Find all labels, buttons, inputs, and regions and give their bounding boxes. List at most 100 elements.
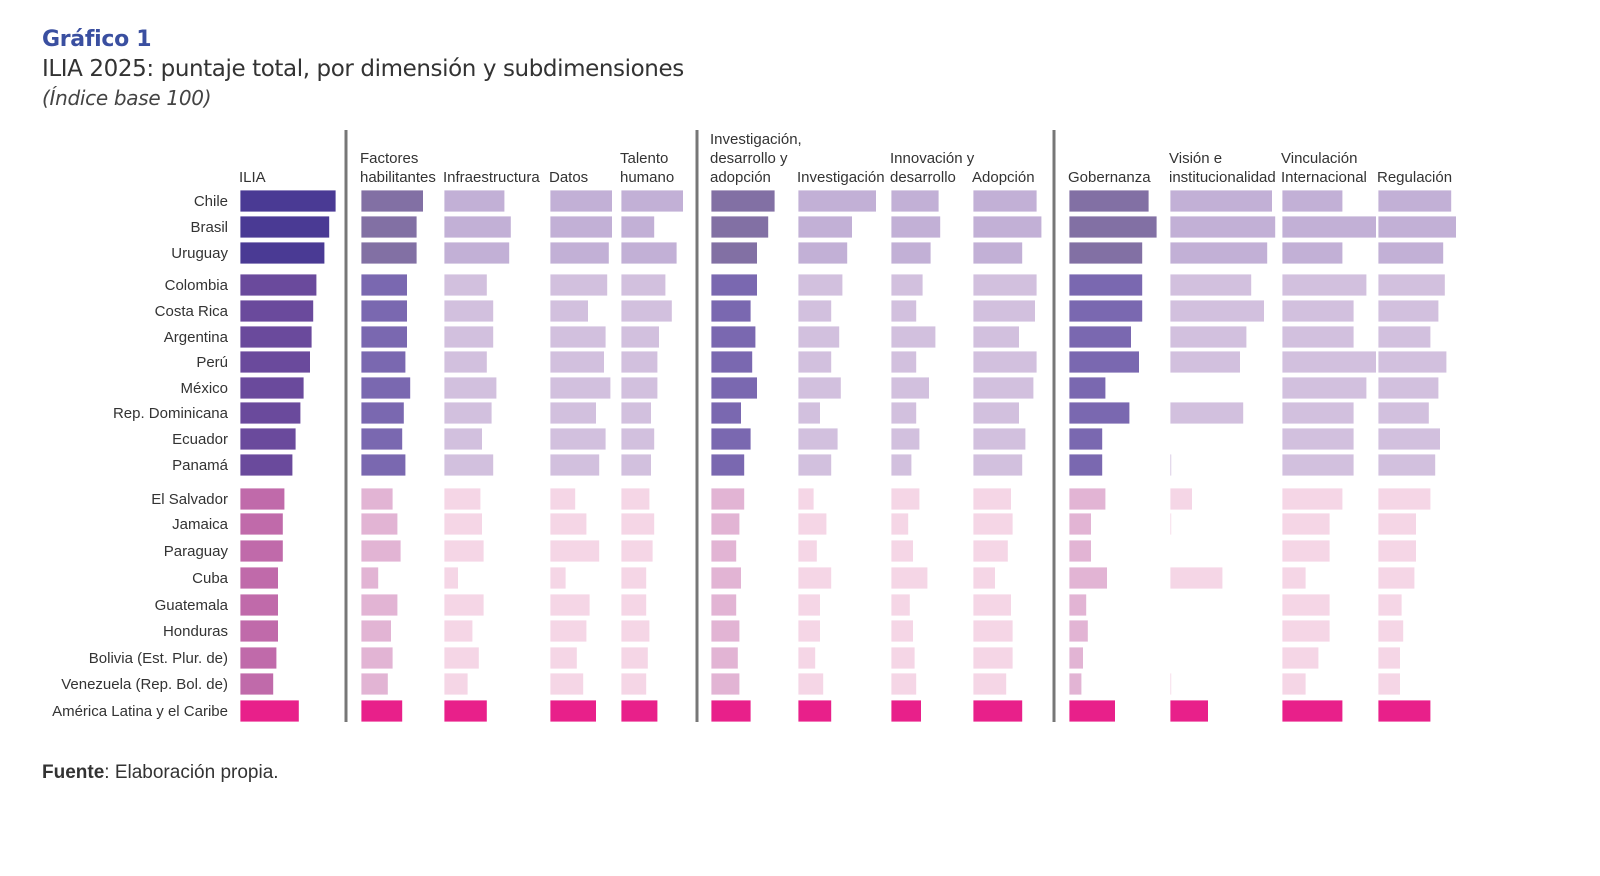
bar [1281,512,1331,536]
bar [797,401,821,425]
bar [1068,427,1103,451]
bar [443,487,482,511]
bar [360,401,405,425]
bar [1068,539,1092,563]
bar [239,241,326,265]
bar [360,593,399,617]
bar [443,189,506,213]
bar [1169,699,1209,723]
bar [1281,215,1377,239]
bar [710,325,757,349]
bar [549,699,597,723]
bar [1281,189,1344,213]
bar [1281,646,1320,670]
bar [1068,487,1107,511]
bar [443,539,485,563]
bar [890,487,921,511]
bar [239,619,279,643]
bar [443,376,498,400]
bar [1068,325,1132,349]
bar [710,189,776,213]
bar [1377,487,1432,511]
bar [890,646,916,670]
source-label: Fuente [42,762,105,783]
bar [239,427,297,451]
bar [549,299,589,323]
bar [710,487,745,511]
bar [1377,672,1401,696]
column-label: Investigación, [710,131,802,148]
bar [1169,512,1173,536]
country-label: Cuba [192,570,229,587]
bar [797,593,821,617]
column-label: institucionalidad [1169,169,1276,186]
column-label: adopción [710,169,771,186]
bar [443,566,459,590]
bar [1068,215,1158,239]
bar [972,539,1009,563]
bar [972,453,1023,477]
bar [710,401,742,425]
bar [1281,427,1355,451]
column-label: Internacional [1281,169,1367,186]
bar [972,427,1027,451]
country-label: México [180,380,228,397]
column-label: Gobernanza [1068,169,1151,186]
country-label: Perú [196,354,228,371]
bar [710,299,752,323]
bar [797,512,828,536]
bar [360,566,380,590]
bar [360,672,389,696]
bar [360,699,403,723]
column-label: Adopción [972,169,1035,186]
bar [239,487,286,511]
bar [890,512,910,536]
bar [443,273,488,297]
bar [549,189,613,213]
bar [360,241,418,265]
bar [1281,487,1344,511]
bar [620,566,648,590]
bar [710,512,741,536]
bar [443,619,474,643]
bar [1169,672,1173,696]
country-label: Argentina [164,329,229,346]
bar [710,566,742,590]
bar [443,401,493,425]
bar [890,401,918,425]
bar [1068,189,1150,213]
bar [549,241,610,265]
bar [797,427,839,451]
bar [239,215,330,239]
bar [549,566,567,590]
bar [1377,512,1417,536]
bar [360,299,408,323]
bar [797,350,832,374]
bar [239,273,318,297]
bar [797,325,840,349]
bar [620,325,660,349]
bar [360,189,424,213]
title-block: Gráfico 1 ILIA 2025: puntaje total, por … [42,26,684,112]
bar [890,672,918,696]
bar [549,376,612,400]
bar [972,215,1043,239]
bar [443,453,494,477]
country-label: Chile [194,193,228,210]
bar [972,325,1020,349]
bar [890,273,924,297]
bar [890,241,932,265]
bar [1068,512,1092,536]
column-label: Visión e [1169,150,1222,167]
bar [1068,376,1107,400]
bar [239,512,284,536]
bar [443,241,510,265]
country-label: Costa Rica [155,303,229,320]
bar [239,539,284,563]
bar [1377,273,1446,297]
bar [1068,672,1083,696]
bar [620,189,684,213]
bar [797,273,844,297]
bar [972,699,1023,723]
bar [1377,299,1440,323]
